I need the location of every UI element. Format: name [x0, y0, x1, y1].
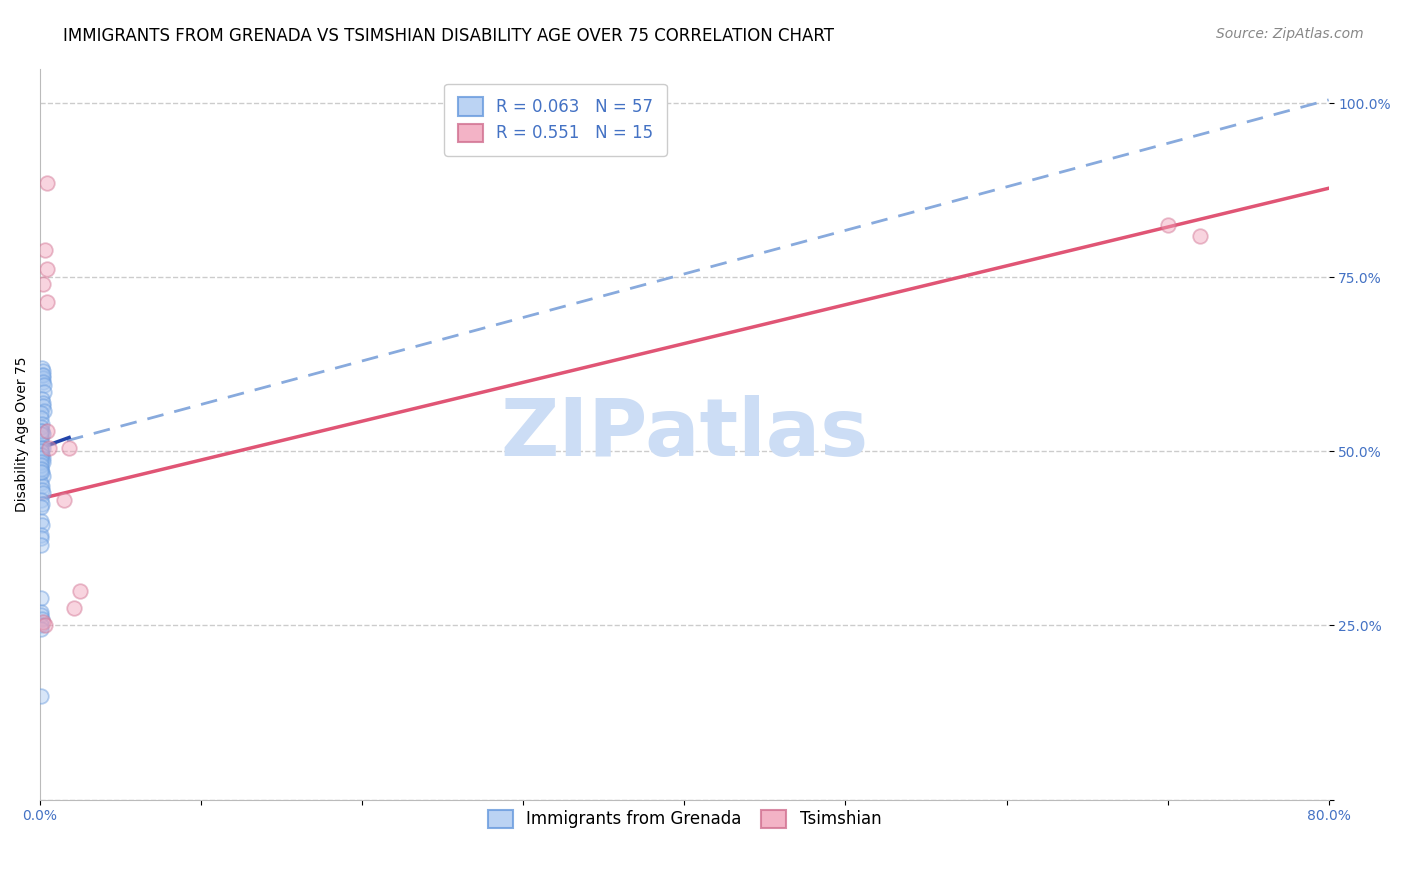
Point	[69, 583, 91, 598]
Point	[31, 448, 53, 462]
Text: Source: ZipAtlas.com: Source: ZipAtlas.com	[1216, 27, 1364, 41]
Y-axis label: Disability Age Over 75: Disability Age Over 75	[15, 356, 30, 512]
Point	[31, 479, 53, 493]
Point	[31, 451, 53, 466]
Point	[31, 360, 53, 375]
Point	[31, 468, 53, 483]
Point	[31, 517, 53, 532]
Point	[35, 177, 58, 191]
Point	[30, 538, 52, 552]
Point	[30, 420, 52, 434]
Point	[30, 448, 52, 462]
Point	[58, 441, 80, 455]
Text: ZIPatlas: ZIPatlas	[501, 395, 869, 473]
Point	[30, 455, 52, 469]
Point	[30, 532, 52, 546]
Point	[34, 243, 56, 257]
Point	[31, 392, 53, 407]
Point	[1156, 218, 1178, 232]
Point	[31, 437, 53, 451]
Point	[30, 427, 52, 442]
Point	[31, 497, 53, 511]
Point	[30, 441, 52, 455]
Point	[31, 483, 53, 497]
Point	[30, 475, 52, 490]
Point	[31, 424, 53, 438]
Point	[30, 607, 52, 622]
Point	[30, 493, 52, 508]
Point	[30, 514, 52, 528]
Point	[30, 444, 52, 458]
Point	[30, 690, 52, 704]
Point	[32, 378, 55, 392]
Point	[30, 406, 52, 420]
Point	[30, 500, 52, 515]
Point	[31, 427, 53, 442]
Point	[31, 486, 53, 500]
Point	[30, 465, 52, 479]
Point	[31, 611, 53, 625]
Point	[1188, 228, 1211, 243]
Point	[32, 277, 55, 292]
Point	[31, 417, 53, 431]
Point	[30, 444, 52, 458]
Point	[32, 368, 55, 382]
Point	[30, 528, 52, 542]
Point	[53, 493, 76, 508]
Point	[30, 462, 52, 476]
Point	[30, 451, 52, 466]
Point	[34, 618, 56, 632]
Point	[31, 615, 53, 629]
Point	[31, 465, 53, 479]
Point	[32, 455, 55, 469]
Point	[32, 385, 55, 400]
Point	[35, 424, 58, 438]
Legend: Immigrants from Grenada, Tsimshian: Immigrants from Grenada, Tsimshian	[481, 803, 887, 835]
Point	[31, 364, 53, 378]
Point	[35, 262, 58, 277]
Point	[30, 622, 52, 636]
Point	[35, 294, 58, 309]
Text: IMMIGRANTS FROM GRENADA VS TSIMSHIAN DISABILITY AGE OVER 75 CORRELATION CHART: IMMIGRANTS FROM GRENADA VS TSIMSHIAN DIS…	[63, 27, 834, 45]
Point	[63, 601, 86, 615]
Point	[31, 371, 53, 385]
Point	[30, 591, 52, 605]
Point	[30, 424, 52, 438]
Point	[32, 399, 55, 413]
Point	[32, 375, 55, 389]
Point	[30, 430, 52, 444]
Point	[38, 441, 60, 455]
Point	[30, 411, 52, 425]
Point	[30, 605, 52, 619]
Point	[32, 404, 55, 418]
Point	[30, 462, 52, 476]
Point	[31, 368, 53, 382]
Point	[30, 458, 52, 473]
Point	[31, 441, 53, 455]
Point	[31, 395, 53, 409]
Point	[30, 618, 52, 632]
